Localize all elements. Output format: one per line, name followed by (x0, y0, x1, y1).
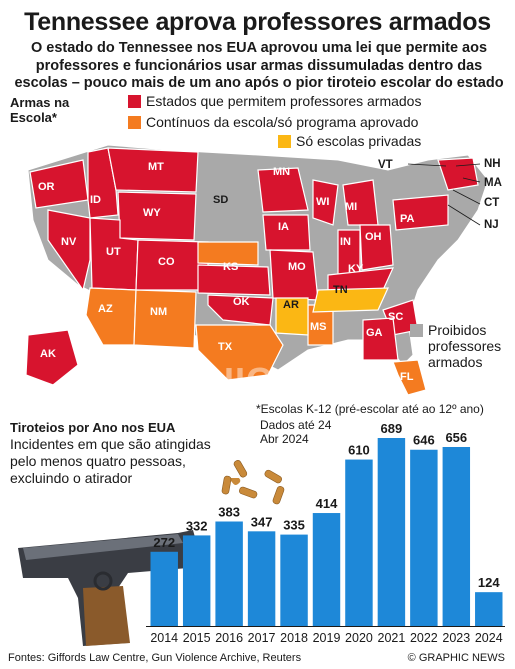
bar-value-label: 689 (381, 421, 403, 436)
state-label-nj: NJ (484, 219, 499, 231)
state-label: MO (288, 261, 306, 273)
state-label: IA (278, 221, 289, 233)
chart-subtitle: Incidentes em que são atingidas pelo men… (10, 436, 211, 486)
state-label-ma: MA (484, 177, 502, 189)
bar-value-label: 347 (251, 514, 273, 529)
state-label: ID (90, 194, 101, 206)
x-tick-label: 2022 (410, 631, 438, 645)
state-label: MI (345, 201, 357, 213)
orange-states (85, 241, 427, 396)
x-tick-label: 2018 (280, 631, 308, 645)
legend-label: Estados que permitem professores armados (146, 93, 422, 109)
bar-2023 (442, 447, 471, 626)
state-label: OK (233, 296, 250, 308)
chart-title: Tiroteios por Ano nos EUA (10, 420, 176, 435)
x-tick-label: 2024 (475, 631, 503, 645)
legend-item-permitted: Estados que permitem professores armados (128, 93, 421, 109)
state-label: TX (218, 341, 233, 353)
map-footnote: *Escolas K-12 (pré-escolar até ao 12º an… (256, 402, 484, 416)
bar-value-label: 272 (153, 535, 175, 550)
bar-value-label: 646 (413, 433, 435, 448)
state-label: GA (366, 327, 383, 339)
sources: Fontes: Giffords Law Centre, Gun Violenc… (8, 652, 302, 664)
bar-2024 (475, 592, 503, 626)
state-labels: OR ID MT WY NV UT CO AZ NM TX SD KS OK M… (38, 161, 415, 383)
legend-item-staff-only: Contínuos da escola/só programa aprovado (128, 114, 418, 130)
page-subtitle: O estado do Tennessee nos EUA aprovou um… (14, 40, 504, 91)
red-states (25, 147, 479, 386)
bar-2019 (312, 513, 341, 626)
state-label: MN (273, 166, 290, 178)
bullets-icon (221, 460, 285, 505)
state-label: AK (40, 348, 56, 360)
state-label: MS (310, 321, 327, 333)
state-label: AR (283, 299, 299, 311)
bar-value-label: 332 (186, 518, 208, 533)
bar-2016 (215, 521, 243, 626)
state-label: AZ (98, 303, 113, 315)
x-tick-label: 2023 (442, 631, 470, 645)
state-label: SC (388, 311, 403, 323)
x-tick-label: 2021 (378, 631, 406, 645)
state-label: NM (150, 306, 167, 318)
x-tick-label: 2017 (248, 631, 276, 645)
chart-date-note: Dados até 24 Abr 2024 (260, 418, 332, 446)
watermark: GRAPHIC NEWS (100, 360, 397, 401)
yellow-states (275, 287, 389, 336)
state-label: UT (106, 246, 121, 258)
x-tick-label: 2016 (215, 631, 243, 645)
legend-banned: Proibidos professores armados (410, 322, 508, 370)
us-map: OR ID MT WY NV UT CO AZ NM TX SD KS OK M… (25, 144, 489, 396)
legend-swatch (128, 115, 141, 129)
bar-2021 (377, 438, 406, 626)
legend-label: Só escolas privadas (296, 133, 422, 149)
state-label: OR (38, 181, 55, 193)
state-label: KS (223, 261, 238, 273)
state-label-vt: VT (378, 159, 393, 171)
bar-2014 (150, 551, 178, 626)
legend-swatch (410, 324, 423, 337)
state-label: TN (333, 284, 348, 296)
page-title: Tennessee aprova professores armados (24, 8, 491, 36)
bar-value-label: 124 (478, 575, 500, 590)
state-label: PA (400, 213, 415, 225)
state-label: NV (61, 236, 77, 248)
state-label: MT (148, 161, 164, 173)
bar-2020 (345, 459, 373, 626)
bar-value-label: 414 (316, 496, 338, 511)
map-title: Armas na Escola* (10, 95, 70, 125)
credit: © GRAPHIC NEWS (407, 652, 505, 664)
state-label-nh: NH (484, 158, 501, 170)
state-label: KY (348, 263, 364, 275)
leader-lines (407, 163, 481, 226)
legend-swatch (128, 94, 141, 108)
bar-value-label: 610 (348, 443, 370, 458)
bar-2022 (410, 449, 438, 626)
state-label-ct: CT (484, 197, 500, 209)
x-tick-label: 2020 (345, 631, 373, 645)
legend-item-private-only: Só escolas privadas (278, 133, 421, 149)
state-label: OH (365, 231, 382, 243)
x-tick-label: 2019 (313, 631, 341, 645)
bar-value-label: 383 (218, 504, 240, 519)
state-label: FL (400, 371, 414, 383)
legend-banned-label: Proibidos professores armados (428, 322, 502, 370)
x-tick-label: 2014 (150, 631, 178, 645)
x-tick-label: 2015 (183, 631, 211, 645)
bar-value-label: 656 (445, 430, 467, 445)
bar-2015 (182, 535, 211, 626)
bar-2018 (280, 534, 308, 626)
state-label: WY (143, 207, 161, 219)
bar-value-label: 335 (283, 518, 305, 533)
bar-2017 (247, 531, 276, 626)
legend-label: Contínuos da escola/só programa aprovado (146, 114, 419, 130)
state-label: CO (158, 256, 175, 268)
state-label: WI (316, 196, 329, 208)
state-label: SD (213, 194, 228, 206)
legend-swatch (278, 134, 291, 148)
state-label: IN (340, 236, 351, 248)
